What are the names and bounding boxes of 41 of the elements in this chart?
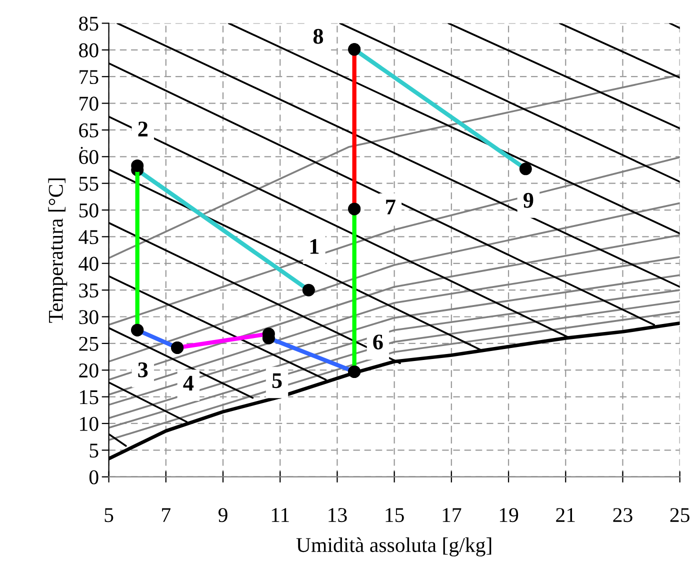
annotation: 5: [272, 373, 282, 388]
x-tick-label: 5: [104, 508, 114, 522]
y-tick-label: 40: [78, 256, 98, 271]
y-tick-label: 0: [89, 470, 98, 484]
y-tick-label: 20: [79, 363, 98, 378]
y-axis-title: Temperatura [°C]: [48, 178, 68, 323]
y-tick-label: 70: [80, 96, 98, 111]
x-axis-title: Umidità assoluta [g/kg]: [296, 537, 492, 556]
annotation: 1: [310, 239, 319, 254]
x-tick-label: 15: [386, 508, 404, 522]
annotation: 6: [373, 334, 383, 350]
y-tick-label: 30: [79, 310, 98, 324]
x-tick-label: 25: [670, 508, 690, 522]
x-tick-label: 7: [162, 508, 171, 522]
annotation: 9: [523, 192, 534, 208]
annotation: 4: [183, 376, 194, 391]
y-tick-label: 55: [79, 176, 98, 191]
x-tick-label: 9: [218, 508, 228, 522]
y-tick-label: 50: [79, 203, 98, 218]
x-tick-label: 19: [500, 508, 518, 522]
y-tick-label: 10: [80, 416, 98, 431]
y-tick-label: 35: [79, 284, 98, 298]
x-tick-label: 13: [328, 508, 347, 522]
y-tick-label: 60: [79, 150, 98, 164]
y-tick-label: 65: [79, 123, 98, 138]
y-tick-label: 25: [79, 336, 98, 351]
x-tick-label: 17: [442, 508, 462, 522]
annotation: 2: [138, 122, 148, 136]
y-tick-label: 15: [80, 390, 98, 404]
x-tick-label: 21: [556, 508, 575, 522]
annotation: 8: [313, 28, 324, 44]
annotation: 3: [138, 362, 148, 378]
y-tick-label: 75: [80, 70, 98, 84]
y-tick-label: 5: [90, 444, 98, 458]
annotation: 7: [386, 200, 396, 214]
y-tick-label: 45: [78, 230, 98, 244]
y-tick-label: 85: [79, 16, 98, 31]
y-tick-label: 80: [79, 43, 98, 58]
x-tick-label: 11: [272, 508, 289, 522]
x-tick-label: 23: [613, 508, 632, 522]
text: .: [80, 146, 83, 149]
